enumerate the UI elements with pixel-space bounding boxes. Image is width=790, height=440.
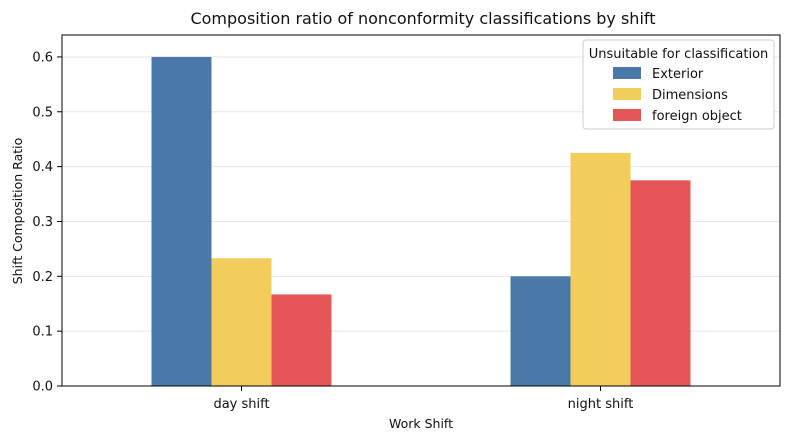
legend-swatch xyxy=(613,109,641,121)
y-axis-label: Shift Composition Ratio xyxy=(10,138,25,285)
bar xyxy=(271,294,332,386)
bar xyxy=(630,180,691,386)
x-tick-label: day shift xyxy=(213,397,269,412)
y-axis: 0.0 0.1 0.2 0.3 0.4 0.5 0.6 xyxy=(32,50,62,395)
bars xyxy=(151,56,691,386)
y-tick-label: 0.2 xyxy=(32,270,53,285)
y-tick-label: 0.0 xyxy=(32,380,53,395)
bar xyxy=(151,56,212,386)
x-tick-label: night shift xyxy=(568,397,634,412)
chart-title: Composition ratio of nonconformity class… xyxy=(190,9,655,28)
legend-title: Unsuitable for classification xyxy=(589,47,769,62)
bar xyxy=(570,152,631,386)
y-tick-label: 0.5 xyxy=(32,105,53,120)
legend-label: Dimensions xyxy=(652,88,728,103)
y-tick-label: 0.1 xyxy=(32,325,53,340)
bar xyxy=(510,276,571,386)
legend: Unsuitable for classification Exterior Dim… xyxy=(582,39,775,130)
plot-frame xyxy=(61,34,781,387)
legend-label: Exterior xyxy=(652,67,704,82)
legend-swatch xyxy=(613,67,641,79)
y-tick-label: 0.3 xyxy=(32,215,53,230)
bar xyxy=(211,258,272,386)
legend-swatch xyxy=(613,88,641,100)
legend-label: foreign object xyxy=(652,109,742,124)
y-tick-label: 0.6 xyxy=(32,50,53,65)
x-axis-label: Work Shift xyxy=(389,416,453,431)
legend-box xyxy=(582,39,775,130)
x-axis: day shift night shift xyxy=(213,386,633,412)
y-tick-label: 0.4 xyxy=(32,160,53,175)
